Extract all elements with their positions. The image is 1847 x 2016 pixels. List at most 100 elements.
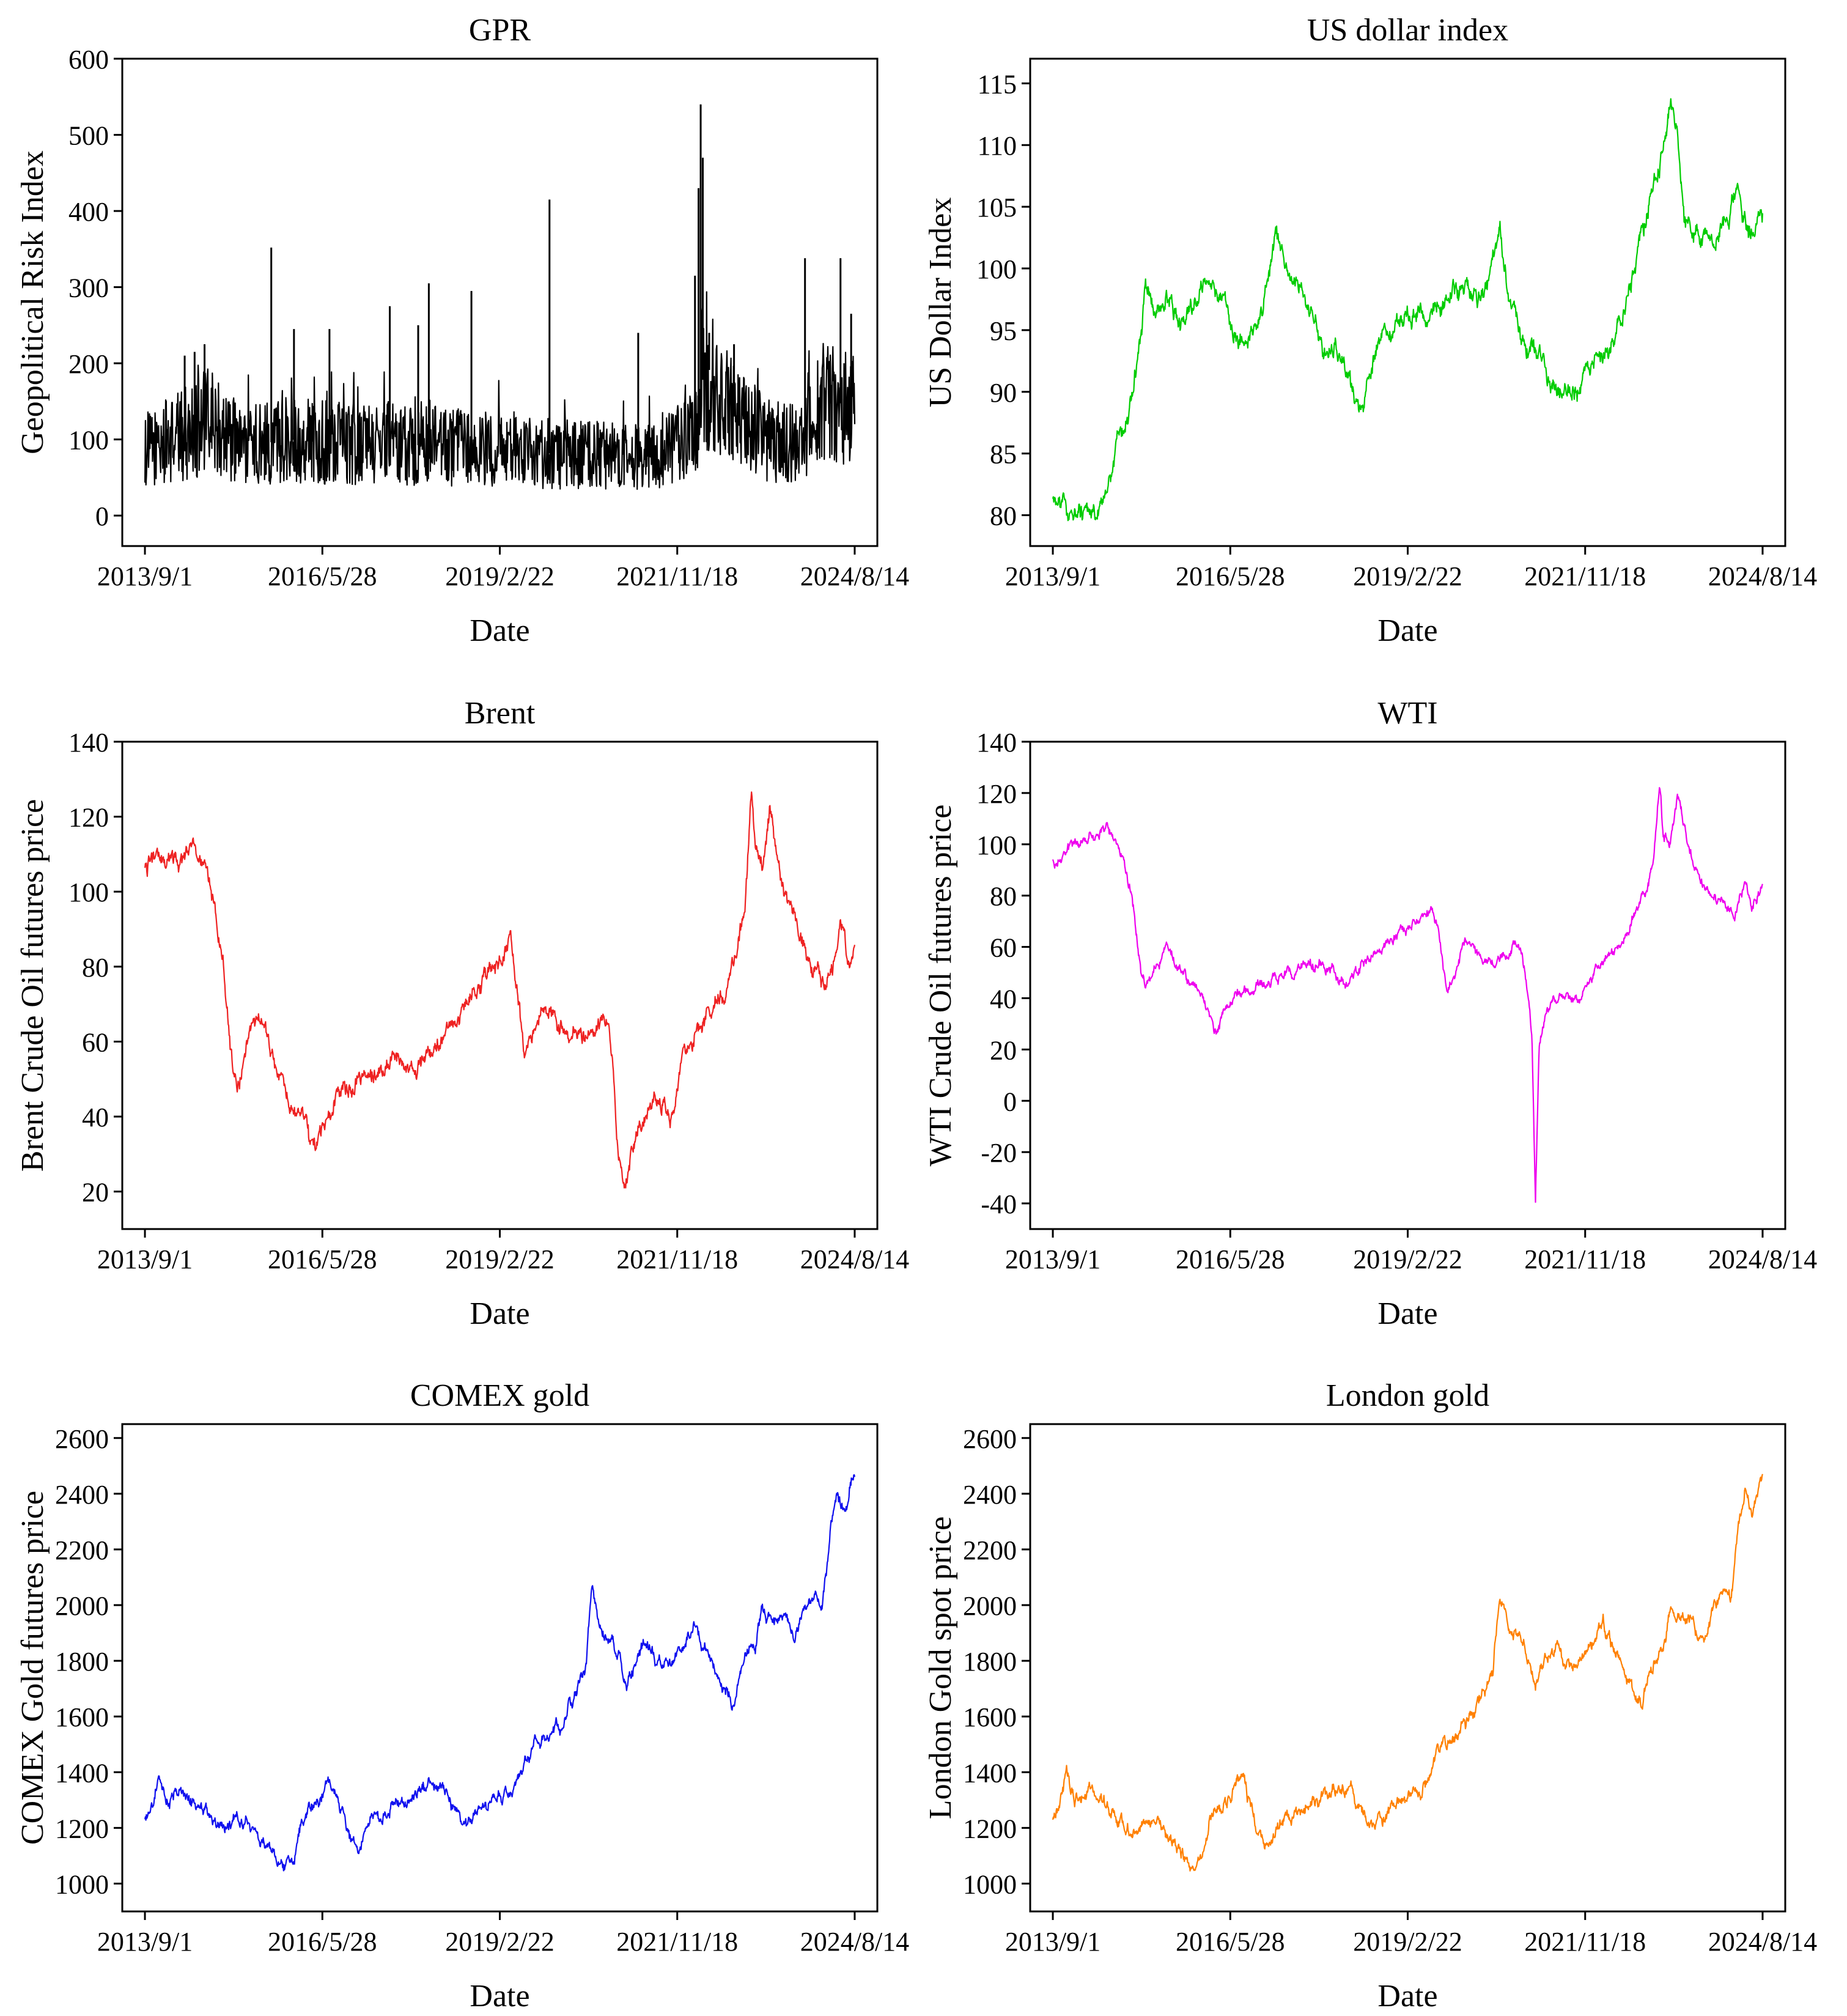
x-tick-label: 2016/5/28 bbox=[1176, 1927, 1285, 1957]
chart-gpr: GPR 0 100 200 300 400 500 600 2013/9/1 2016/5/28 2… bbox=[15, 13, 909, 648]
x-tick-label: 2016/5/28 bbox=[268, 1244, 377, 1274]
y-tick-label: 2600 bbox=[55, 1424, 109, 1454]
x-tick-label: 2024/8/14 bbox=[1708, 561, 1817, 591]
y-tick-label: 100 bbox=[68, 877, 109, 907]
chart-title: Brent bbox=[465, 696, 536, 731]
y-tick-label: 100 bbox=[68, 426, 109, 456]
x-tick-label: 2024/8/14 bbox=[800, 1244, 909, 1274]
y-tick-label: 40 bbox=[82, 1102, 109, 1132]
y-axis-label: London Gold spot price bbox=[923, 1516, 958, 1819]
y-tick-label: 0 bbox=[1003, 1087, 1017, 1117]
x-tick-label: 2019/2/22 bbox=[1353, 1244, 1462, 1274]
y-tick-label: 140 bbox=[976, 728, 1017, 758]
chart-title: London gold bbox=[1326, 1378, 1489, 1413]
chart-comex-gold: COMEX gold 1000 1200 1400 1600 1800 2000 2200 24… bbox=[15, 1378, 909, 2014]
y-tick-label: 600 bbox=[68, 45, 109, 75]
x-tick-label: 2019/2/22 bbox=[445, 561, 554, 591]
y-axis-label: US Dollar Index bbox=[923, 198, 958, 408]
y-tick-label: 100 bbox=[976, 830, 1017, 860]
x-axis-label: Date bbox=[1377, 1296, 1437, 1331]
y-tick-label: 2000 bbox=[963, 1591, 1017, 1621]
chart-wti: WTI -40 -20 0 20 40 60 80 100 120 140 2013/9/1 2016/… bbox=[923, 696, 1817, 1331]
y-tick-label: 105 bbox=[976, 193, 1017, 223]
y-tick-label: 1000 bbox=[963, 1869, 1017, 1899]
x-axis-label: Date bbox=[470, 1296, 529, 1331]
series-line bbox=[1052, 1474, 1763, 1872]
chart-title: US dollar index bbox=[1307, 13, 1508, 48]
x-tick-label: 2013/9/1 bbox=[97, 1244, 193, 1274]
y-tick-label: 120 bbox=[68, 803, 109, 833]
y-axis-label: WTI Crude Oil futures price bbox=[923, 804, 958, 1166]
y-tick-label: -40 bbox=[981, 1189, 1017, 1219]
chart-london-gold: London gold 1000 1200 1400 1600 1800 2000 2200 2… bbox=[923, 1378, 1817, 2014]
y-tick-label: 1600 bbox=[55, 1702, 109, 1732]
y-tick-label: 1000 bbox=[55, 1869, 109, 1899]
y-tick-label: 60 bbox=[990, 933, 1017, 963]
y-tick-label: 20 bbox=[82, 1178, 109, 1208]
y-tick-label: 95 bbox=[990, 316, 1017, 346]
x-tick-label: 2013/9/1 bbox=[97, 1927, 193, 1957]
chart-title: GPR bbox=[469, 13, 531, 48]
x-axis-label: Date bbox=[1377, 613, 1437, 648]
y-tick-label: 100 bbox=[976, 254, 1017, 284]
x-tick-label: 2016/5/28 bbox=[1176, 561, 1285, 591]
x-tick-label: 2016/5/28 bbox=[268, 561, 377, 591]
y-tick-label: 1800 bbox=[55, 1647, 109, 1677]
x-tick-label: 2016/5/28 bbox=[1176, 1244, 1285, 1274]
y-tick-label: 85 bbox=[990, 440, 1017, 470]
y-tick-label: 60 bbox=[82, 1027, 109, 1057]
y-tick-label: 200 bbox=[68, 349, 109, 379]
x-tick-label: 2024/8/14 bbox=[800, 561, 909, 591]
y-axis-label: Brent Crude Oil futures price bbox=[15, 799, 50, 1172]
chart-title: WTI bbox=[1377, 696, 1437, 731]
y-tick-label: 1200 bbox=[55, 1814, 109, 1844]
y-tick-label: 20 bbox=[990, 1035, 1017, 1065]
x-axis-label: Date bbox=[1377, 1979, 1437, 2014]
y-tick-label: 2200 bbox=[963, 1535, 1017, 1565]
x-axis-label: Date bbox=[470, 613, 529, 648]
y-tick-label: 500 bbox=[68, 121, 109, 151]
y-tick-label: 0 bbox=[95, 501, 109, 531]
y-tick-label: -20 bbox=[981, 1138, 1017, 1168]
x-tick-label: 2019/2/22 bbox=[445, 1927, 554, 1957]
y-tick-label: 1400 bbox=[963, 1758, 1017, 1788]
x-axis-label: Date bbox=[470, 1979, 529, 2014]
series-line bbox=[144, 291, 856, 490]
x-tick-label: 2013/9/1 bbox=[1005, 1244, 1100, 1274]
series-line bbox=[1052, 98, 1763, 522]
y-tick-label: 1800 bbox=[963, 1647, 1017, 1677]
y-tick-label: 140 bbox=[68, 728, 109, 758]
x-tick-label: 2021/11/18 bbox=[616, 1244, 738, 1274]
x-tick-label: 2021/11/18 bbox=[1524, 561, 1646, 591]
x-tick-label: 2019/2/22 bbox=[445, 1244, 554, 1274]
y-tick-label: 2600 bbox=[963, 1424, 1017, 1454]
x-tick-label: 2021/11/18 bbox=[1524, 1244, 1646, 1274]
x-tick-label: 2019/2/22 bbox=[1353, 1927, 1462, 1957]
x-tick-label: 2024/8/14 bbox=[800, 1927, 909, 1957]
y-tick-label: 115 bbox=[978, 69, 1017, 99]
chart-brent: Brent 20 40 60 80 100 120 140 2013/9/1 2016/5/28 2… bbox=[15, 696, 909, 1331]
y-tick-label: 2400 bbox=[55, 1480, 109, 1510]
x-tick-label: 2021/11/18 bbox=[616, 561, 738, 591]
y-tick-label: 400 bbox=[68, 197, 109, 227]
y-axis-label: Geopolitical Risk Index bbox=[15, 150, 50, 454]
y-tick-label: 300 bbox=[68, 273, 109, 303]
x-tick-label: 2013/9/1 bbox=[97, 561, 193, 591]
x-tick-label: 2024/8/14 bbox=[1708, 1927, 1817, 1957]
series-line bbox=[1052, 787, 1763, 1203]
x-tick-label: 2021/11/18 bbox=[1524, 1927, 1646, 1957]
x-tick-label: 2013/9/1 bbox=[1005, 561, 1100, 591]
x-tick-label: 2024/8/14 bbox=[1708, 1244, 1817, 1274]
x-tick-label: 2021/11/18 bbox=[616, 1927, 738, 1957]
y-tick-label: 90 bbox=[990, 378, 1017, 408]
y-tick-label: 110 bbox=[978, 131, 1017, 161]
y-axis-label: COMEX Gold futures price bbox=[15, 1491, 50, 1845]
x-tick-label: 2019/2/22 bbox=[1353, 561, 1462, 591]
chart-us-dollar-index: US dollar index 80 85 90 95 100 105 110 115 2013/… bbox=[923, 13, 1817, 648]
y-tick-label: 2400 bbox=[963, 1480, 1017, 1510]
chart-title: COMEX gold bbox=[410, 1378, 589, 1413]
series-line bbox=[144, 1474, 856, 1872]
y-tick-label: 80 bbox=[990, 501, 1017, 531]
